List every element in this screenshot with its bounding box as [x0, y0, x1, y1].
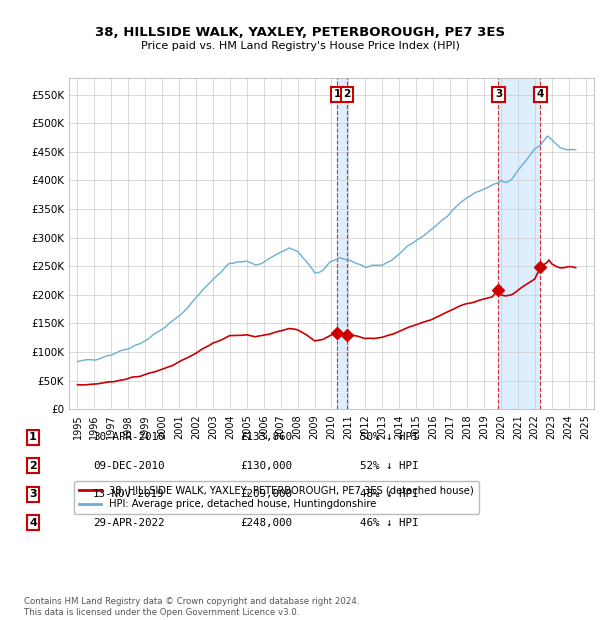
Legend: 38, HILLSIDE WALK, YAXLEY, PETERBOROUGH, PE7 3ES (detached house), HPI: Average : 38, HILLSIDE WALK, YAXLEY, PETERBOROUGH,… [74, 480, 479, 514]
Text: 3: 3 [495, 89, 502, 99]
Text: 1: 1 [334, 89, 341, 99]
Text: 4: 4 [536, 89, 544, 99]
Text: 1: 1 [29, 432, 37, 442]
Bar [499, 78, 541, 409]
Text: Contains HM Land Registry data © Crown copyright and database right 2024.
This d: Contains HM Land Registry data © Crown c… [24, 598, 359, 617]
Text: £209,000: £209,000 [240, 489, 292, 499]
Text: 30-APR-2010: 30-APR-2010 [93, 432, 164, 442]
Bar [337, 78, 347, 409]
Text: 13-NOV-2019: 13-NOV-2019 [93, 489, 164, 499]
Text: 4: 4 [29, 518, 37, 528]
Text: 2: 2 [29, 461, 37, 471]
Text: £133,860: £133,860 [240, 432, 292, 442]
Text: £248,000: £248,000 [240, 518, 292, 528]
Text: 3: 3 [29, 489, 37, 499]
Text: 2: 2 [344, 89, 351, 99]
Text: 09-DEC-2010: 09-DEC-2010 [93, 461, 164, 471]
Text: 48% ↓ HPI: 48% ↓ HPI [360, 489, 419, 499]
Text: 52% ↓ HPI: 52% ↓ HPI [360, 461, 419, 471]
Text: 38, HILLSIDE WALK, YAXLEY, PETERBOROUGH, PE7 3ES: 38, HILLSIDE WALK, YAXLEY, PETERBOROUGH,… [95, 26, 505, 39]
Text: 29-APR-2022: 29-APR-2022 [93, 518, 164, 528]
Text: £130,000: £130,000 [240, 461, 292, 471]
Text: 50% ↓ HPI: 50% ↓ HPI [360, 432, 419, 442]
Text: Price paid vs. HM Land Registry's House Price Index (HPI): Price paid vs. HM Land Registry's House … [140, 41, 460, 51]
Text: 46% ↓ HPI: 46% ↓ HPI [360, 518, 419, 528]
